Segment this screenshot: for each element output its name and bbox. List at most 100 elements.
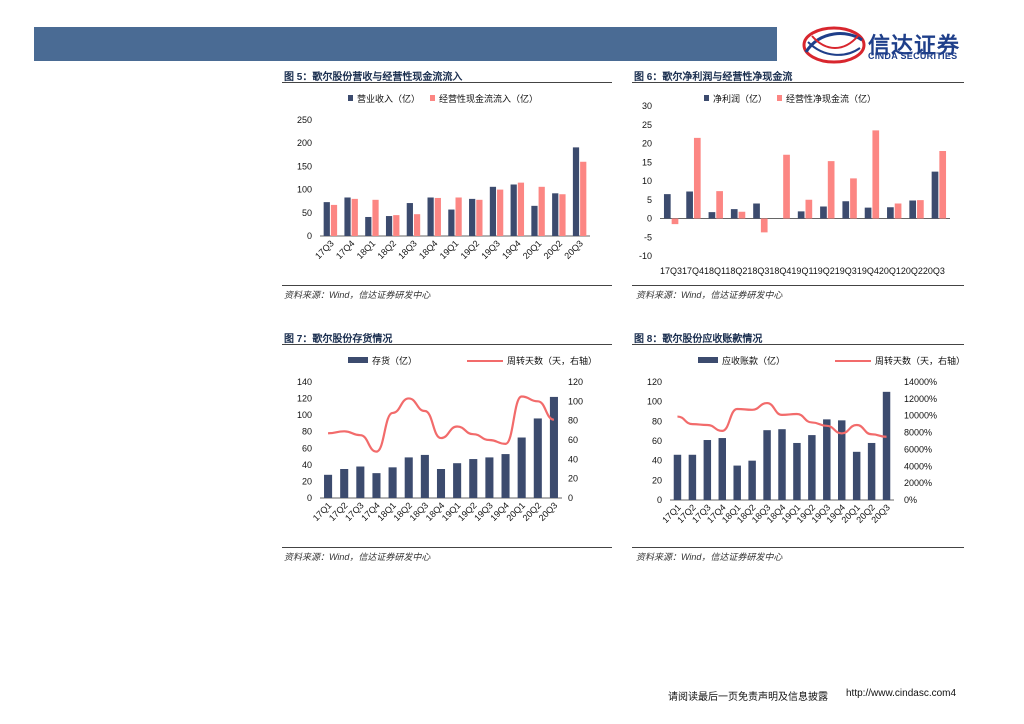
y-tick-label: -10: [639, 251, 652, 261]
bar-fig6-s0-19Q4: [864, 207, 872, 219]
bar-fig8-s0-17Q4: [718, 438, 726, 500]
y-tick-label: 200: [297, 138, 312, 148]
y-tick-label: 40: [302, 460, 312, 470]
y-tick-label: 40: [652, 456, 662, 466]
bar-fig6-s0-19Q2: [820, 206, 827, 219]
bar-fig5-s1-19Q2: [476, 199, 483, 236]
bar-fig8-s0-19Q4: [838, 420, 846, 500]
bar-fig5-s0-19Q3: [489, 186, 497, 236]
y2-tick-label: 0%: [904, 495, 917, 505]
bar-fig5-s1-18Q1: [372, 199, 379, 236]
bar-fig6-s1-19Q4: [872, 130, 880, 219]
bar-fig6-s1-18Q3: [760, 218, 768, 233]
bar-fig5-s1-18Q3: [413, 214, 421, 236]
header-bar: [34, 27, 777, 61]
y2-tick-label: 6000%: [904, 444, 932, 454]
legend-label-0: 应收账款（亿）: [722, 355, 785, 366]
y-tick-label: 0: [307, 231, 312, 241]
bar-fig6-s1-19Q2: [827, 161, 835, 219]
fig5-bottom-rule: [282, 285, 612, 286]
x-tick-label-17Q4: 17Q4: [334, 238, 357, 261]
bar-fig6-s1-18Q4: [783, 154, 790, 219]
bar-fig5-s0-18Q3: [406, 203, 413, 236]
x-tick-label-17Q3: 17Q3: [313, 238, 336, 261]
bar-fig5-s1-19Q4: [517, 182, 525, 236]
bar-fig7-s0-18Q3: [420, 454, 429, 498]
footer-url[interactable]: http://www.cindasc.com: [846, 688, 951, 699]
bar-fig8-s0-19Q1: [793, 442, 801, 500]
legend-swatch-0: [704, 95, 709, 101]
x-tick-label-18Q1: 18Q1: [355, 238, 378, 261]
x-tick-label-19Q1: 19Q1: [438, 238, 461, 261]
bar-fig7-s0-18Q1: [388, 467, 397, 498]
legend-swatch-1: [777, 95, 782, 101]
fig5-title: 图 5：歌尔股份营收与经营性现金流流入: [284, 72, 463, 83]
legend-label-0: 存货（亿）: [372, 355, 417, 366]
legend-label-0: 营业收入（亿）: [357, 93, 420, 104]
y2-tick-label: 10000%: [904, 411, 937, 421]
bar-fig7-s0-20Q2: [533, 418, 542, 498]
legend-swatch-1: [430, 95, 435, 101]
y-tick-label: 250: [297, 115, 312, 125]
bar-fig6-s1-17Q4: [693, 137, 701, 219]
bar-fig7-s0-18Q4: [436, 469, 446, 498]
x-tick-label-18Q3: 18Q3: [396, 238, 419, 261]
bar-fig7-s0-17Q1: [324, 474, 333, 498]
bar-fig5-s0-19Q2: [469, 198, 476, 236]
y-tick-label: 140: [297, 377, 312, 387]
bar-fig8-s0-18Q2: [748, 460, 756, 500]
y-tick-label: 0: [647, 214, 652, 224]
bar-fig7-s0-19Q4: [501, 454, 510, 498]
footer-url-and-page[interactable]: http://www.cindasc.com4: [846, 688, 956, 699]
bar-fig5-s0-17Q4: [344, 197, 351, 236]
fig6-title: 图 6：歌尔净利润与经营性净现金流: [634, 72, 793, 83]
y-tick-label: 20: [642, 139, 652, 149]
fig7-source: 资料来源：Wind，信达证券研发中心: [284, 552, 431, 562]
y-tick-label: 60: [652, 436, 662, 446]
bar-fig5-s1-20Q2: [559, 194, 566, 236]
fig8-title: 图 8：歌尔股份应收账款情况: [634, 334, 763, 345]
bar-fig5-s0-19Q4: [510, 184, 517, 236]
y-tick-label: 20: [302, 476, 312, 486]
y-tick-label: 15: [642, 157, 652, 167]
bar-fig6-s1-17Q3: [671, 218, 679, 225]
y-tick-label: 30: [642, 101, 652, 111]
bar-fig5-s0-18Q2: [385, 216, 393, 236]
brand-name-cn: 信达证券: [868, 33, 961, 58]
fig7-title: 图 7：歌尔股份存货情况: [284, 334, 393, 345]
y-tick-label: 60: [302, 443, 312, 453]
fig5-chart: 05010015020025017Q317Q418Q118Q218Q318Q41…: [297, 93, 590, 261]
bar-fig8-s0-19Q3: [823, 419, 831, 500]
bar-fig8-s0-17Q1: [673, 454, 682, 500]
bar-fig6-s1-19Q1: [805, 199, 813, 219]
y2-tick-label: 0: [568, 493, 573, 503]
y-tick-label: 0: [307, 493, 312, 503]
x-tick-label-19Q2: 19Q2: [459, 238, 482, 261]
bar-fig6-s1-20Q3: [939, 151, 947, 219]
bar-fig5-s1-20Q3: [580, 161, 587, 236]
y2-tick-label: 60: [568, 435, 578, 445]
bar-fig6-s0-18Q3: [753, 203, 760, 219]
y2-tick-label: 8000%: [904, 428, 932, 438]
bar-fig5-s0-17Q3: [323, 202, 330, 236]
fig8-chart: 0 20 40 60 80 100 120 0% 2000% 4000% 6000% 8000% 100…: [647, 355, 964, 525]
legend-label-0: 净利润（亿）: [713, 93, 767, 104]
bar-fig6-s0-17Q4: [686, 191, 693, 219]
bar-fig8-s0-17Q3: [703, 440, 712, 500]
bar-fig5-s0-20Q3: [572, 147, 580, 236]
bar-fig6-s1-18Q2: [738, 211, 746, 219]
bar-fig5-s1-19Q1: [455, 197, 462, 236]
x-tick-label-20Q3: 20Q3: [562, 238, 585, 261]
page-number: 4: [950, 688, 957, 699]
legend-swatch-0: [348, 357, 368, 363]
y-tick-label: 80: [652, 416, 662, 426]
y-tick-label: 100: [297, 410, 312, 420]
x-tick-labels-joined: 17Q317Q418Q118Q218Q318Q419Q119Q219Q319Q4…: [660, 266, 945, 276]
bar-fig7-s0-20Q1: [517, 437, 526, 498]
y-tick-label: 0: [657, 495, 662, 505]
fig8-title-rule: [632, 344, 964, 345]
bar-fig8-s0-20Q1: [852, 451, 861, 500]
legend-label-1: 周转天数（天，右轴）: [507, 355, 597, 366]
y2-tick-label: 12000%: [904, 394, 937, 404]
bar-fig8-s0-18Q1: [733, 465, 741, 500]
